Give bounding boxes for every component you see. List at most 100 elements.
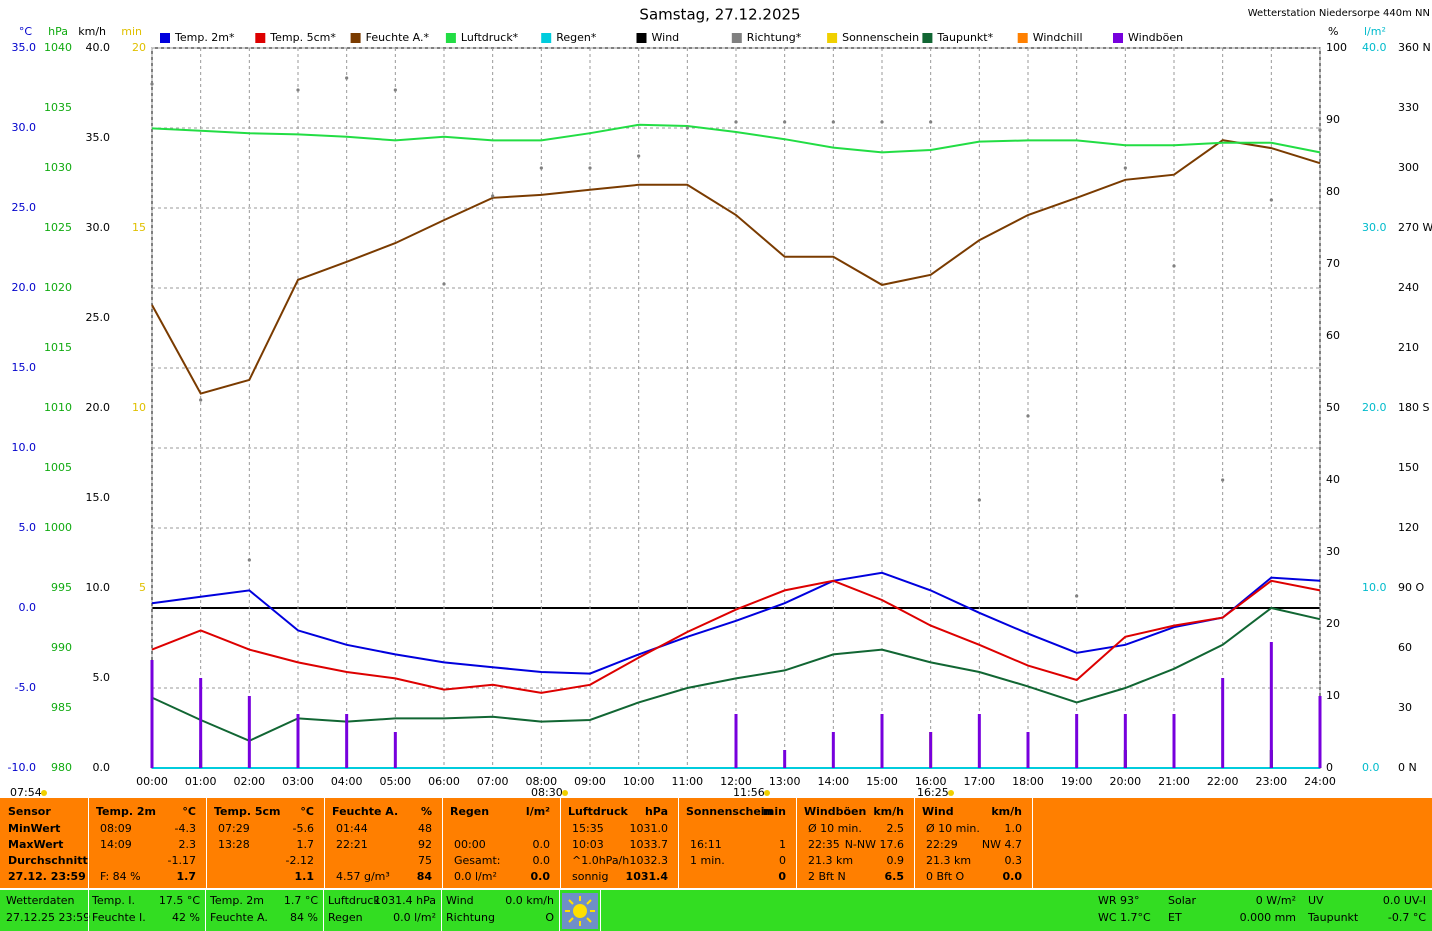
cell-label: ^1.0hPa/h — [572, 854, 630, 867]
row-label: Sensor — [8, 805, 51, 818]
cell-label: F: 84 % — [100, 870, 141, 883]
row-label: MaxWert — [8, 838, 64, 851]
y-tick-label: 330 — [1398, 101, 1419, 114]
series-bar — [296, 714, 300, 768]
cell-value: 84 — [416, 870, 432, 883]
cell-value: 0.0 — [1002, 870, 1023, 883]
series-dot — [199, 398, 203, 402]
x-tick-label: 08:00 — [525, 775, 557, 788]
y-tick-label: 5 — [139, 581, 146, 594]
legend-swatch — [731, 33, 742, 43]
cell-label: 1 min. — [690, 854, 725, 867]
series-dot — [1026, 414, 1030, 418]
separator — [324, 798, 325, 888]
series-bar — [150, 660, 154, 768]
series-bar — [1269, 642, 1273, 768]
legend-label: Feuchte A.* — [366, 31, 430, 44]
column-title: Wind — [922, 805, 954, 818]
y-tick-label: 360 N — [1398, 41, 1431, 54]
y-tick-label: 270 W — [1398, 221, 1432, 234]
cell-label: 21.3 km — [926, 854, 972, 867]
separator — [559, 890, 560, 931]
stats-table: Sensor MinWert MaxWert Durchschnitt 27.12. 2… — [0, 798, 1432, 888]
y-tick-label: 20 — [132, 41, 146, 54]
series-dot — [685, 126, 689, 130]
station-time: 27.12.25 23:59 — [6, 911, 91, 924]
y-tick-label: 15.0 — [86, 491, 111, 504]
series-line — [151, 571, 1321, 675]
cell-label: 0.0 l/m² — [454, 870, 497, 883]
series-dot — [491, 194, 495, 198]
legend-swatch — [160, 33, 170, 43]
cell-value: 1.1 — [294, 870, 315, 883]
legend-label: Wind — [652, 31, 680, 44]
series-bar — [1123, 714, 1127, 768]
y-tick-label: 35.0 — [86, 131, 111, 144]
series-bar — [929, 732, 933, 768]
separator — [88, 798, 89, 888]
cell-label: 21.3 km — [808, 854, 854, 867]
current-label: Temp. I. — [92, 894, 136, 907]
current-value: 1031.4 hPa — [374, 894, 436, 907]
legend-label: Temp. 2m* — [174, 31, 235, 44]
series-dot — [150, 82, 154, 86]
current-label: UV — [1308, 894, 1324, 907]
cell-value: 2.5 — [886, 822, 905, 835]
y-tick-label: 1010 — [44, 401, 72, 414]
legend-swatch — [255, 33, 266, 43]
axis-unit: l/m² — [1364, 25, 1386, 38]
y-tick-label: 150 — [1398, 461, 1419, 474]
y-tick-label: 40 — [1326, 473, 1340, 486]
series-dot — [929, 120, 933, 124]
current-value: 0.0 l/m² — [393, 911, 436, 924]
x-tick-label: 03:00 — [282, 775, 314, 788]
series-bar — [247, 696, 251, 768]
y-tick-label: 1020 — [44, 281, 72, 294]
y-tick-label: 30 — [1398, 701, 1412, 714]
cell-value: -5.6 — [292, 822, 314, 835]
axis-unit: °C — [19, 25, 33, 38]
x-tick-label: 04:00 — [331, 775, 363, 788]
column-unit: % — [420, 805, 432, 818]
column-unit: hPa — [644, 805, 668, 818]
y-tick-label: 70 — [1326, 257, 1340, 270]
y-tick-label: 30.0 — [1362, 221, 1387, 234]
cell-value: 0 — [778, 870, 786, 883]
y-tick-label: 40.0 — [1362, 41, 1387, 54]
current-value: 0 W/m² — [1255, 894, 1296, 907]
series-bar — [831, 732, 835, 768]
series-bar — [1221, 678, 1225, 768]
y-tick-label: 20 — [1326, 617, 1340, 630]
cell-value: 0.0 — [532, 854, 551, 867]
cell-value: 1.7 — [176, 870, 197, 883]
current-label: ET — [1168, 911, 1182, 924]
series-bar — [1172, 714, 1176, 768]
current-value: 1.7 °C — [283, 894, 318, 907]
current-value: 42 % — [172, 911, 200, 924]
legend-swatch — [541, 33, 552, 43]
legend-swatch — [350, 33, 361, 43]
series-dot — [977, 498, 981, 502]
chart: Samstag, 27.12.2025 Wetterstation Nieder… — [8, 6, 1432, 799]
x-tick-label: 16:00 — [915, 775, 947, 788]
separator — [206, 798, 207, 888]
station-label: Wetterdaten — [6, 894, 75, 907]
axis-unit: hPa — [48, 25, 68, 38]
current-label: Regen — [328, 911, 363, 924]
y-tick-label: 0.0 — [93, 761, 111, 774]
legend-label: Temp. 5cm* — [269, 31, 336, 44]
column-title: Sonnenschein — [686, 805, 773, 818]
separator — [323, 890, 324, 931]
cell-value: 1031.0 — [629, 822, 669, 835]
column-title: Luftdruck — [568, 805, 628, 818]
x-tick-label: 14:00 — [817, 775, 849, 788]
column-unit: °C — [182, 805, 196, 818]
separator — [442, 798, 443, 888]
column-title: Feuchte A. — [332, 805, 399, 818]
legend-swatch — [922, 33, 933, 43]
series-dot — [1123, 166, 1127, 170]
y-tick-label: 30.0 — [12, 121, 37, 134]
y-tick-label: 240 — [1398, 281, 1419, 294]
y-tick-label: 20.0 — [1362, 401, 1387, 414]
cell-label: 22:35 — [808, 838, 840, 851]
